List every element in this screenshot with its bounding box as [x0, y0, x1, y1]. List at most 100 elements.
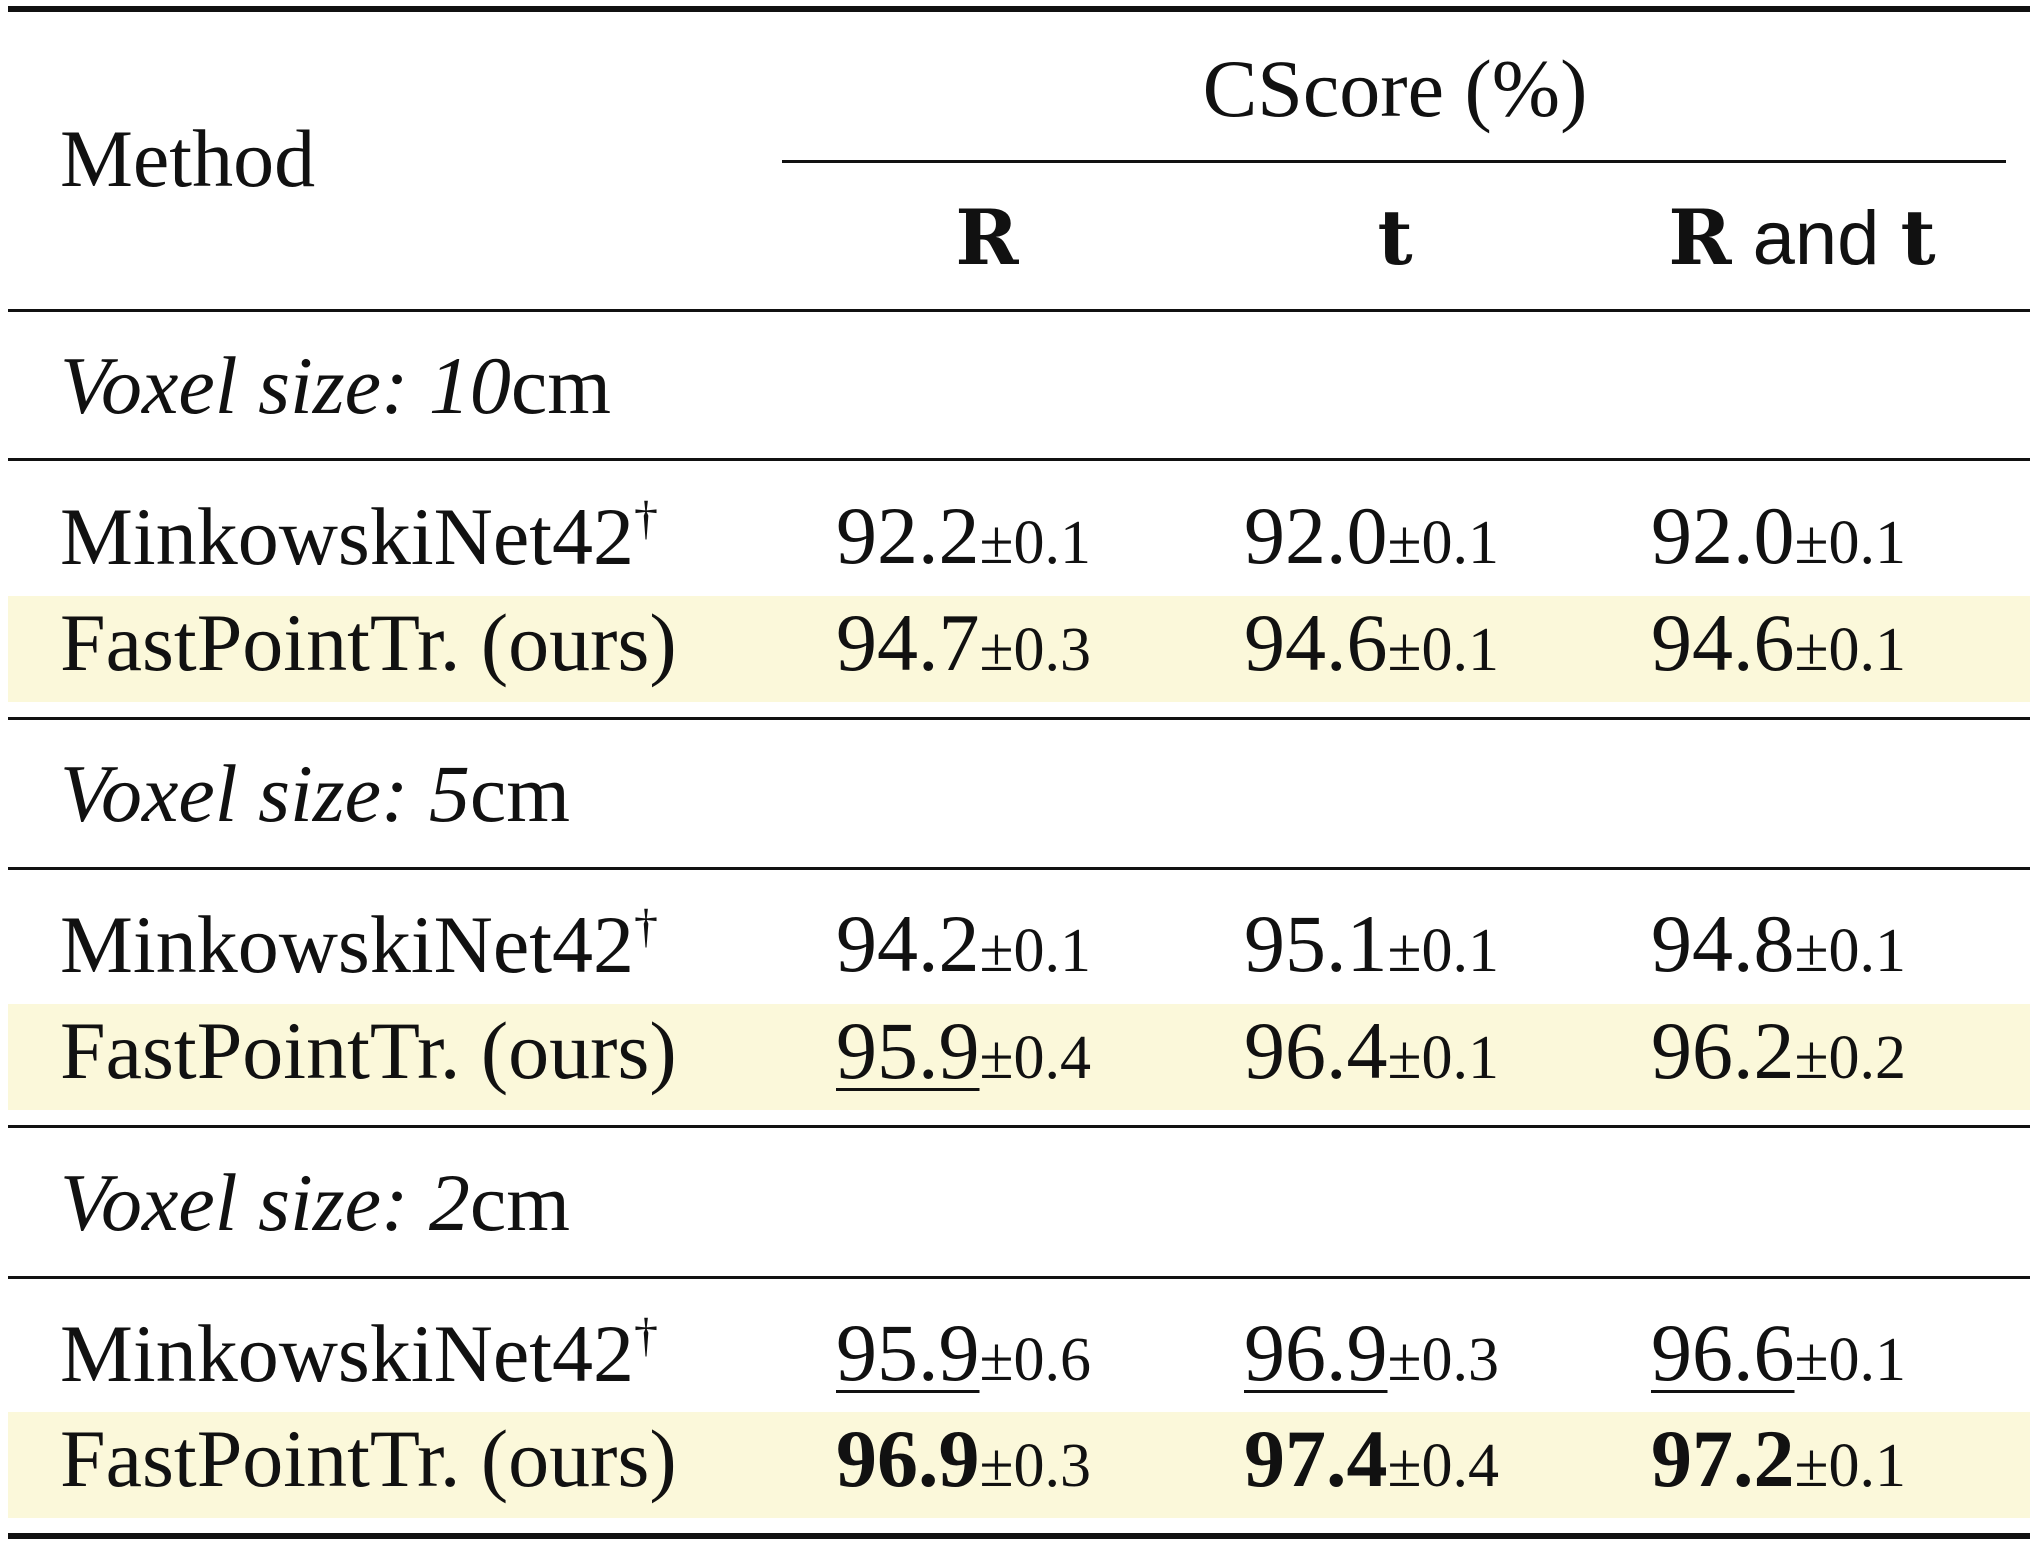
header-col-r-label: R	[955, 193, 1019, 282]
cell-value: 96.9	[836, 1413, 980, 1504]
header-col-r-and-t-bold-t: t	[1900, 193, 1936, 282]
top-rule	[8, 6, 2030, 12]
row-highlight	[8, 1412, 2030, 1518]
cell-value: 96.6	[1651, 1307, 1795, 1398]
cell-std: ±0.6	[979, 1326, 1092, 1394]
cell-std: ±0.1	[1794, 1326, 1907, 1394]
table-cell: 96.4±0.1	[1244, 1010, 1499, 1092]
header-bottom-rule	[8, 309, 2030, 312]
row-method-name: MinkowskiNet42	[60, 899, 634, 990]
cell-value: 95.9	[836, 1307, 980, 1398]
section-title: Voxel size: 2cm	[60, 1162, 570, 1244]
cell-value: 92.0	[1244, 490, 1388, 581]
row-method-name: FastPointTr. (ours)	[60, 1413, 677, 1504]
cell-std: ±0.1	[1794, 509, 1907, 577]
row-method-dagger: †	[634, 900, 658, 953]
cell-value: 92.2	[836, 490, 980, 581]
header-col-r-and-t-and: and	[1731, 196, 1901, 281]
cscore-group-rule	[782, 160, 2006, 163]
cell-std: ±0.1	[1387, 616, 1500, 684]
header-cscore: CScore (%)	[1202, 43, 1588, 134]
row-highlight	[8, 596, 2030, 702]
cell-std: ±0.1	[1794, 1432, 1907, 1500]
section-title: Voxel size: 10cm	[60, 345, 611, 427]
table-cell: 94.6±0.1	[1244, 602, 1499, 684]
table-cell: 95.1±0.1	[1244, 903, 1499, 985]
row-method-name: MinkowskiNet42	[60, 491, 634, 582]
cell-value: 94.6	[1651, 597, 1795, 688]
row-method: MinkowskiNet42†	[60, 1312, 658, 1395]
header-col-t-label: t	[1377, 193, 1413, 282]
table-cell: 95.9±0.4	[836, 1010, 1091, 1092]
table-cell: 94.2±0.1	[836, 903, 1091, 985]
cell-value: 97.2	[1651, 1413, 1795, 1504]
table-cell: 94.6±0.1	[1651, 602, 1906, 684]
cell-std: ±0.1	[979, 917, 1092, 985]
bottom-rule	[8, 1533, 2030, 1539]
cell-value: 95.1	[1244, 898, 1388, 989]
cell-value: 97.4	[1244, 1413, 1388, 1504]
row-method: FastPointTr. (ours)	[60, 1418, 677, 1500]
row-method: MinkowskiNet42†	[60, 495, 658, 578]
cell-std: ±0.4	[1387, 1432, 1500, 1500]
section-title: Voxel size: 5cm	[60, 753, 570, 835]
section-title-unit: cm	[469, 1157, 571, 1248]
cell-value: 92.0	[1651, 490, 1795, 581]
cell-std: ±0.1	[1387, 1024, 1500, 1092]
cell-value: 96.4	[1244, 1005, 1388, 1096]
cell-std: ±0.1	[979, 509, 1092, 577]
row-method-name: FastPointTr. (ours)	[60, 597, 677, 688]
cell-std: ±0.3	[979, 616, 1092, 684]
section-title-text: Voxel size: 5	[60, 748, 470, 839]
section-rule	[8, 867, 2030, 870]
cell-value: 94.2	[836, 898, 980, 989]
table-cell: 92.0±0.1	[1651, 495, 1906, 577]
header-col-r-and-t-bold-r: R	[1668, 193, 1732, 282]
cell-std: ±0.1	[1794, 917, 1907, 985]
header-method: Method	[60, 113, 316, 204]
row-method: FastPointTr. (ours)	[60, 1010, 677, 1092]
row-method: FastPointTr. (ours)	[60, 602, 677, 684]
row-highlight	[8, 1004, 2030, 1110]
table-cell: 97.4±0.4	[1244, 1418, 1499, 1500]
cell-std: ±0.3	[1387, 1326, 1500, 1394]
cell-value: 94.8	[1651, 898, 1795, 989]
cell-std: ±0.1	[1387, 917, 1500, 985]
cell-std: ±0.1	[1387, 509, 1500, 577]
section-title-unit: cm	[510, 340, 612, 431]
section-title-text: Voxel size: 2	[60, 1157, 470, 1248]
table-cell: 96.6±0.1	[1651, 1312, 1906, 1394]
cell-value: 94.6	[1244, 597, 1388, 688]
table-cell: 92.2±0.1	[836, 495, 1091, 577]
cell-value: 94.7	[836, 597, 980, 688]
table-cell: 95.9±0.6	[836, 1312, 1091, 1394]
header-col-r-and-t: R and t	[1668, 196, 1935, 278]
cell-value: 95.9	[836, 1005, 980, 1096]
row-method-name: MinkowskiNet42	[60, 1308, 634, 1399]
cell-std: ±0.1	[1794, 616, 1907, 684]
cell-value: 96.2	[1651, 1005, 1795, 1096]
header-col-t: t	[1377, 196, 1412, 278]
row-method-name: FastPointTr. (ours)	[60, 1005, 677, 1096]
section-rule	[8, 1276, 2030, 1279]
table-cell: 97.2±0.1	[1651, 1418, 1906, 1500]
row-method: MinkowskiNet42†	[60, 903, 658, 986]
cell-value: 96.9	[1244, 1307, 1388, 1398]
cell-std: ±0.3	[979, 1432, 1092, 1500]
table-cell: 94.8±0.1	[1651, 903, 1906, 985]
section-title-text: Voxel size: 10	[60, 340, 511, 431]
header-col-r: R	[955, 196, 1018, 278]
row-method-dagger: †	[634, 492, 658, 545]
cell-std: ±0.2	[1794, 1024, 1907, 1092]
section-end-rule	[8, 1125, 2030, 1128]
table-cell: 94.7±0.3	[836, 602, 1091, 684]
table-cell: 96.9±0.3	[1244, 1312, 1499, 1394]
table-cell: 96.9±0.3	[836, 1418, 1091, 1500]
cell-std: ±0.4	[979, 1024, 1092, 1092]
section-end-rule	[8, 717, 2030, 720]
section-rule	[8, 458, 2030, 461]
table-cell: 92.0±0.1	[1244, 495, 1499, 577]
section-title-unit: cm	[469, 748, 571, 839]
table-cell: 96.2±0.2	[1651, 1010, 1906, 1092]
